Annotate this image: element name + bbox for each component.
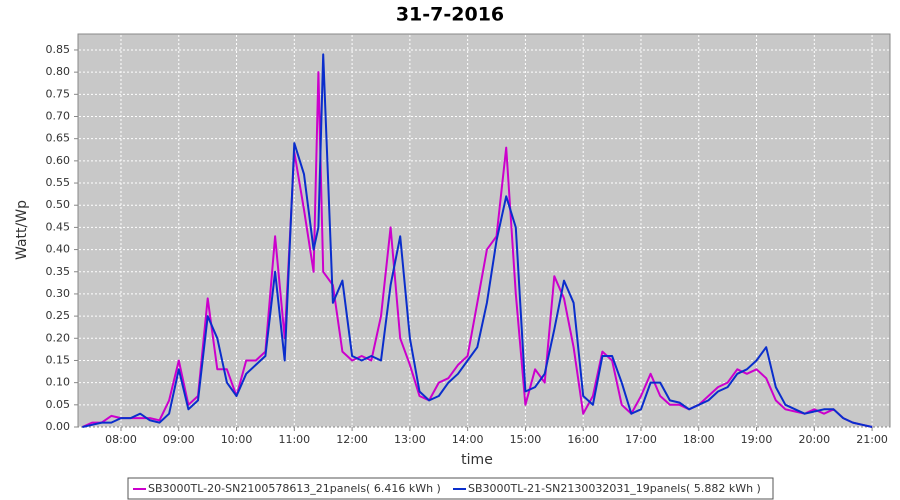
x-tick-label: 13:00: [394, 433, 426, 446]
y-tick-label: 0.85: [46, 43, 71, 56]
x-tick-label: 11:00: [278, 433, 310, 446]
y-tick-label: 0.70: [46, 110, 71, 123]
y-tick-label: 0.60: [46, 154, 71, 167]
x-tick-label: 16:00: [567, 433, 599, 446]
y-axis-label: Watt/Wp: [14, 200, 30, 260]
y-tick-label: 0.45: [46, 220, 71, 233]
y-tick-label: 0.80: [46, 65, 71, 78]
y-tick-label: 0.50: [46, 198, 71, 211]
x-axis-label: time: [461, 452, 493, 468]
x-tick-label: 08:00: [105, 433, 137, 446]
legend: [127, 477, 774, 500]
x-tick-label: 09:00: [163, 433, 195, 446]
y-tick-label: 0.75: [46, 87, 71, 100]
x-tick-label: 20:00: [798, 433, 830, 446]
legend-label: SB3000TL-20-SN2100578613_21panels( 6.416…: [148, 482, 441, 495]
x-tick-label: 15:00: [510, 433, 542, 446]
y-tick-label: 0.65: [46, 132, 71, 145]
x-tick-label: 21:00: [856, 433, 888, 446]
chart-title: 31-7-2016: [396, 4, 504, 26]
x-tick-label: 12:00: [336, 433, 368, 446]
y-tick-label: 0.55: [46, 176, 71, 189]
y-tick-label: 0.00: [46, 420, 71, 433]
y-tick-label: 0.10: [46, 376, 71, 389]
y-tick-label: 0.30: [46, 287, 71, 300]
x-tick-label: 17:00: [625, 433, 657, 446]
y-tick-label: 0.05: [46, 398, 71, 411]
legend-label: SB3000TL-21-SN2130032031_19panels( 5.882…: [468, 482, 761, 495]
series-line: [82, 53, 873, 428]
y-tick-label: 0.15: [46, 353, 71, 366]
series-line: [81, 71, 873, 428]
x-tick-label: 14:00: [452, 433, 484, 446]
x-tick-label: 19:00: [741, 433, 773, 446]
y-tick-label: 0.25: [46, 309, 71, 322]
x-tick-label: 10:00: [221, 433, 253, 446]
y-tick-label: 0.35: [46, 265, 71, 278]
y-tick-label: 0.20: [46, 331, 71, 344]
y-tick-label: 0.40: [46, 243, 71, 256]
x-tick-label: 18:00: [683, 433, 715, 446]
